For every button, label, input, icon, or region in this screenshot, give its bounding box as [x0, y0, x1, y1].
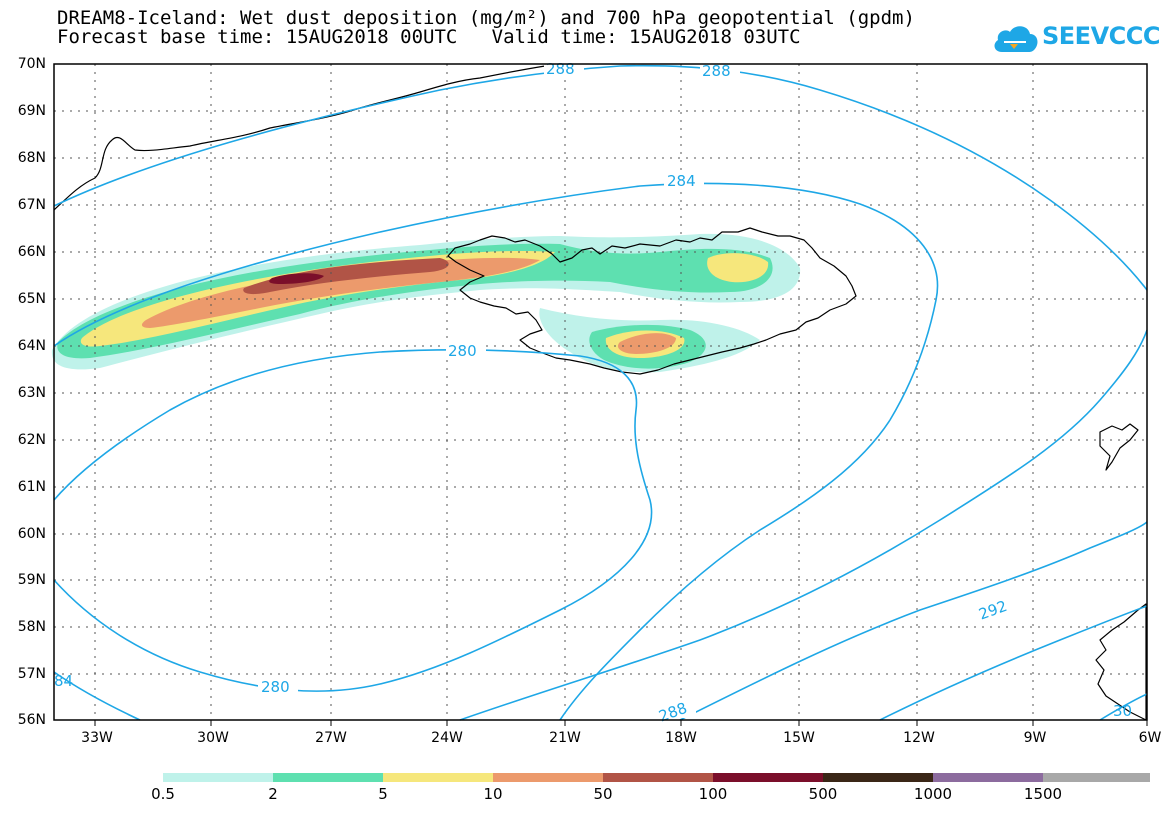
seevccc-logo: SEEVCCC: [990, 18, 1170, 58]
lat-label: 59N: [17, 572, 46, 588]
contour-label: 280: [261, 678, 290, 696]
lat-label: 67N: [17, 197, 46, 213]
colorbar-label: 50: [593, 785, 613, 803]
iceland-coast: [447, 227, 857, 375]
contour-284: [53, 182, 939, 721]
dust-shade-5: [707, 253, 769, 283]
contour-300: [1099, 693, 1148, 721]
dust-shade-100: [269, 273, 324, 284]
chart-title-line2: Forecast base time: 15AUG2018 00UTC Vali…: [57, 26, 801, 48]
colorbar-swatch: [713, 773, 823, 782]
lon-label: 18W: [665, 730, 697, 746]
lat-label: 62N: [17, 432, 46, 448]
contour-label: 280: [448, 342, 477, 360]
dust-shade-10: [141, 257, 540, 328]
scotland-coast: [1095, 603, 1147, 721]
lon-label: 30W: [197, 730, 229, 746]
colorbar-swatch: [603, 773, 713, 782]
dust-shade-10: [617, 333, 676, 354]
colorbar-swatch: [933, 773, 1043, 782]
colorbar-label: 0.5: [151, 785, 175, 803]
contour-label: 84: [54, 672, 73, 690]
lat-label: 56N: [17, 712, 46, 728]
lat-label: 66N: [17, 244, 46, 260]
contour-292: [679, 521, 1148, 721]
lat-label: 57N: [17, 666, 46, 682]
contour-labels: 288 288 284 280 280 292 288 84 30: [54, 60, 1132, 726]
lat-label: 58N: [17, 619, 46, 635]
colorbar-swatch: [493, 773, 603, 782]
map-frame: [53, 63, 1148, 721]
colorbar-label: 500: [808, 785, 838, 803]
lat-label: 70N: [17, 56, 46, 72]
dust-shade-50: [243, 258, 449, 295]
contour-label: 288: [546, 60, 575, 78]
lon-label: 27W: [315, 730, 347, 746]
contour-288-south: [459, 329, 1148, 721]
lat-label: 60N: [17, 526, 46, 542]
faroe-coast: [1099, 423, 1139, 471]
lon-label: 21W: [549, 730, 581, 746]
lon-label: 9W: [1023, 730, 1047, 746]
lat-label: 69N: [17, 103, 46, 119]
colorbar-swatch: [383, 773, 493, 782]
lon-label: 12W: [903, 730, 935, 746]
contour-284-sw: [53, 671, 141, 721]
coastlines: [53, 65, 1147, 721]
greenland-coast: [53, 65, 546, 211]
colorbar-swatch: [1043, 773, 1150, 782]
lat-label: 68N: [17, 150, 46, 166]
colorbar-label: 2: [268, 785, 278, 803]
colorbar-label: 5: [378, 785, 388, 803]
colorbar-label: 1500: [1023, 785, 1063, 803]
logo-text: SEEVCCC: [1042, 22, 1161, 50]
colorbar-swatch: [823, 773, 933, 782]
cloud-icon: [994, 26, 1038, 52]
lon-label: 15W: [783, 730, 815, 746]
lat-label: 65N: [17, 291, 46, 307]
contour-280-outer: [53, 349, 653, 692]
lat-label: 61N: [17, 479, 46, 495]
dust-shading: [51, 233, 801, 373]
geopotential-contours: [53, 64, 1148, 721]
lon-label: 24W: [431, 730, 463, 746]
contour-296: [879, 605, 1148, 721]
map-gridlines: [54, 64, 1147, 720]
contour-288-north: [53, 64, 1148, 291]
colorbar-label: 100: [698, 785, 728, 803]
contour-label: 284: [667, 172, 696, 190]
dust-shade-2: [57, 243, 773, 359]
colorbar-label: 10: [483, 785, 503, 803]
lon-label: 6W: [1138, 730, 1162, 746]
colorbar-swatch: [163, 773, 273, 782]
lon-label: 33W: [81, 730, 113, 746]
lat-label: 64N: [17, 338, 46, 354]
chart-title-line1: DREAM8-Iceland: Wet dust deposition (mg/…: [57, 7, 915, 29]
lat-label: 63N: [17, 385, 46, 401]
contour-label: 30: [1113, 702, 1132, 720]
contour-label: 288: [702, 62, 731, 80]
axis-ticks: [94, 720, 1148, 726]
colorbar-swatch: [273, 773, 383, 782]
colorbar-label: 1000: [913, 785, 953, 803]
